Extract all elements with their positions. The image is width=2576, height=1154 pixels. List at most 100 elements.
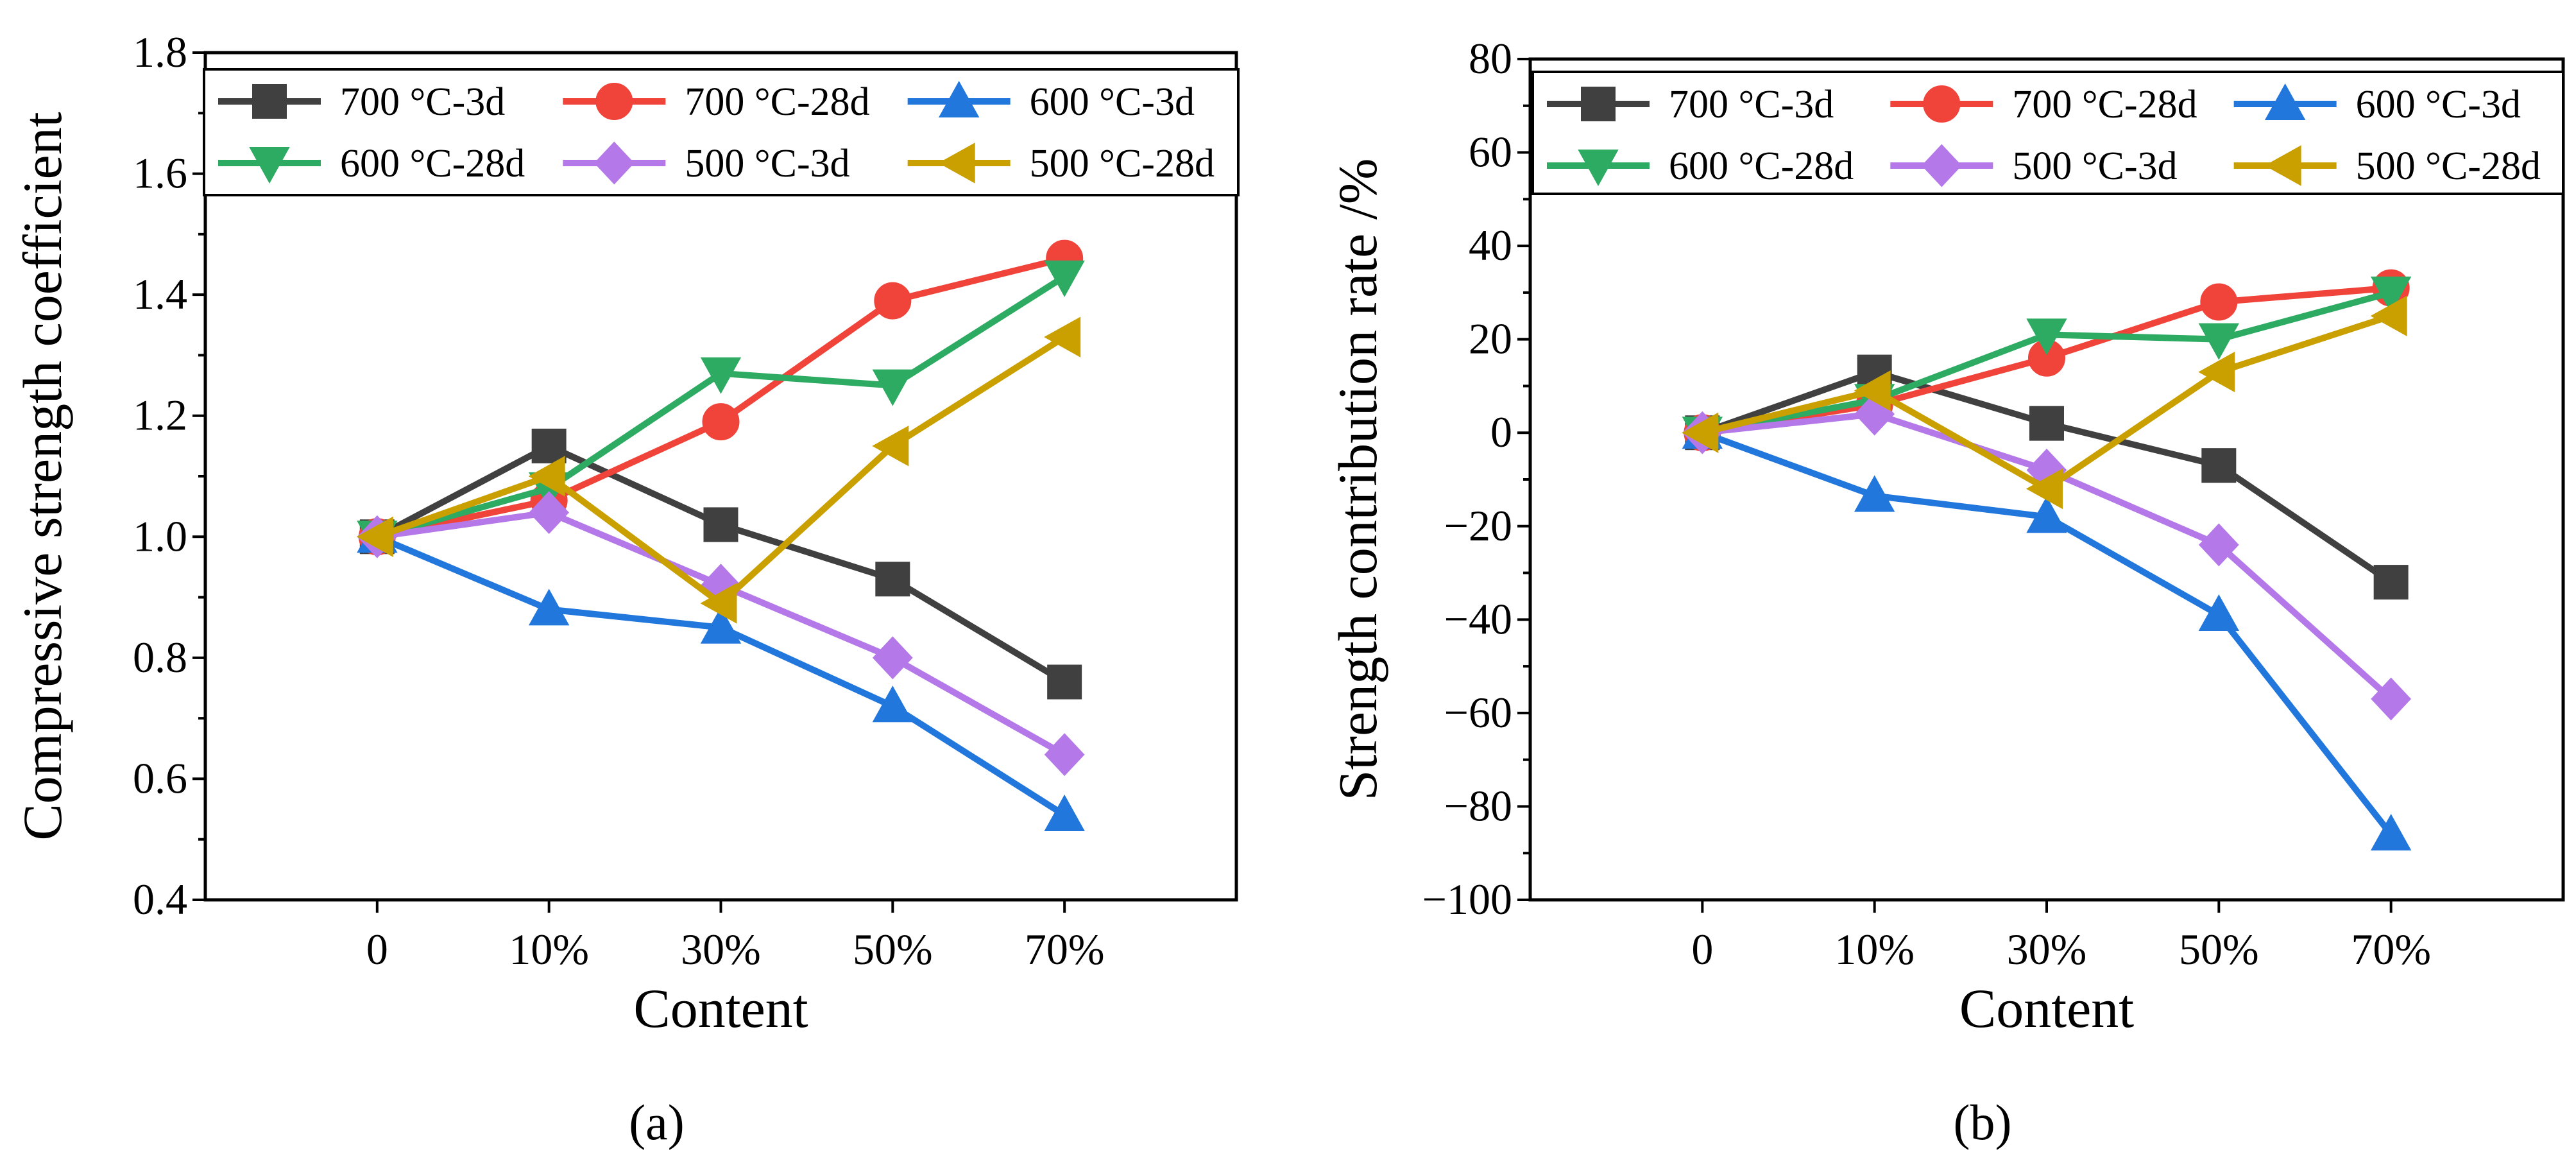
data-point — [528, 456, 565, 497]
x-tick-label: 0 — [1691, 925, 1713, 974]
data-point — [872, 426, 909, 467]
x-tick-label: 30% — [2007, 925, 2087, 974]
legend-label: 600 °C-3d — [2356, 83, 2521, 126]
data-point — [2373, 565, 2409, 600]
legend-marker — [249, 147, 290, 184]
data-point — [872, 369, 914, 406]
y-tick-label: 1.8 — [133, 28, 187, 76]
data-point — [875, 562, 910, 597]
x-tick-label: 30% — [681, 925, 761, 974]
y-tick-label: 0 — [1490, 408, 1512, 456]
legend-entry: 500 °C-28d — [907, 142, 1215, 185]
data-point — [2200, 283, 2238, 321]
data-point — [528, 589, 570, 626]
data-point — [2371, 677, 2412, 721]
legend-marker — [2264, 83, 2306, 120]
data-point — [700, 357, 742, 394]
legend-marker — [2264, 145, 2301, 186]
y-tick-label: 0.4 — [133, 875, 187, 924]
y-tick-label: 1.4 — [133, 270, 187, 318]
data-point — [1044, 733, 1085, 777]
y-tick-label: 60 — [1469, 128, 1512, 177]
legend-label: 500 °C-28d — [1030, 142, 1215, 185]
legend-label: 600 °C-3d — [1030, 80, 1195, 124]
legend-label: 500 °C-28d — [2356, 144, 2541, 188]
series-6 — [356, 316, 1081, 624]
data-point — [872, 685, 914, 723]
legend-entry: 500 °C-3d — [563, 141, 850, 185]
legend-entry: 600 °C-3d — [2233, 83, 2521, 126]
y-tick-label: −40 — [1444, 594, 1512, 643]
data-point — [529, 491, 570, 535]
data-point — [2198, 323, 2240, 360]
panel-label: (b) — [1954, 1094, 2012, 1150]
legend-entry: 700 °C-3d — [1547, 83, 1834, 126]
legend-marker — [1581, 87, 1616, 121]
y-tick-label: 40 — [1469, 221, 1512, 270]
y-tick-label: 80 — [1469, 34, 1512, 83]
data-point — [2198, 351, 2235, 393]
legend-entry: 600 °C-28d — [218, 142, 525, 185]
data-point — [874, 282, 912, 320]
data-point — [356, 516, 393, 557]
legend-label: 500 °C-3d — [685, 142, 849, 185]
y-tick-label: −100 — [1422, 875, 1512, 924]
data-point — [702, 403, 740, 441]
legend-entry: 600 °C-28d — [1547, 144, 1854, 188]
data-point — [1854, 475, 1895, 512]
data-point — [1044, 794, 1085, 831]
x-tick-label: 70% — [2351, 925, 2431, 974]
data-point — [1044, 260, 1085, 297]
x-axis-title: Content — [633, 977, 808, 1039]
data-point — [2370, 276, 2412, 313]
series-line — [376, 255, 1066, 540]
legend-label: 500 °C-3d — [2012, 144, 2177, 188]
data-point — [1047, 664, 1082, 700]
y-tick-label: 1.6 — [133, 149, 187, 198]
data-point — [1044, 316, 1081, 357]
data-point — [2370, 295, 2407, 336]
y-tick-label: −80 — [1444, 781, 1512, 830]
data-point — [700, 607, 742, 644]
legend-entry: 700 °C-28d — [563, 80, 870, 124]
legend-marker — [595, 83, 633, 120]
x-tick-label: 10% — [509, 925, 589, 974]
y-tick-label: −60 — [1444, 688, 1512, 737]
data-point — [531, 428, 567, 463]
data-point — [703, 507, 738, 542]
legend-marker — [252, 84, 287, 119]
data-point — [2029, 406, 2064, 441]
legend-entry: 500 °C-3d — [1890, 144, 2178, 188]
x-tick-label: 10% — [1834, 925, 1915, 974]
legend-label: 700 °C-28d — [685, 80, 869, 124]
y-tick-label: 1.2 — [133, 391, 187, 440]
legend-label: 700 °C-3d — [1669, 83, 1834, 126]
legend-marker — [1578, 150, 1619, 187]
x-tick-label: 50% — [853, 925, 933, 974]
data-point — [2026, 468, 2063, 510]
legend-marker — [938, 142, 975, 184]
legend-label: 600 °C-28d — [1669, 144, 1854, 188]
legend-marker — [938, 80, 980, 117]
data-point — [2370, 814, 2412, 851]
data-point — [700, 583, 737, 624]
legend-label: 700 °C-28d — [2012, 83, 2197, 126]
data-point — [2198, 594, 2240, 632]
legend-entry: 700 °C-3d — [218, 80, 505, 124]
series-5 — [1682, 392, 2412, 721]
x-tick-label: 50% — [2179, 925, 2259, 974]
data-point — [1854, 370, 1891, 411]
legend-marker — [1921, 144, 1962, 187]
y-tick-label: 20 — [1469, 314, 1512, 363]
y-tick-label: 0.6 — [133, 754, 187, 802]
data-point — [2026, 496, 2067, 533]
y-tick-label: 0.8 — [133, 633, 187, 682]
y-tick-label: −20 — [1444, 501, 1512, 550]
series-1 — [1685, 354, 2409, 600]
legend-marker — [1923, 85, 1961, 123]
legend-box — [1531, 71, 2564, 195]
series-5 — [357, 491, 1085, 777]
chart-panel-2: −100 −80 −60 −40 −20 0 20 40 60 80 0 10% 30% 50% 70% Co… — [1327, 34, 2565, 1150]
x-tick-label: 0 — [366, 925, 388, 974]
